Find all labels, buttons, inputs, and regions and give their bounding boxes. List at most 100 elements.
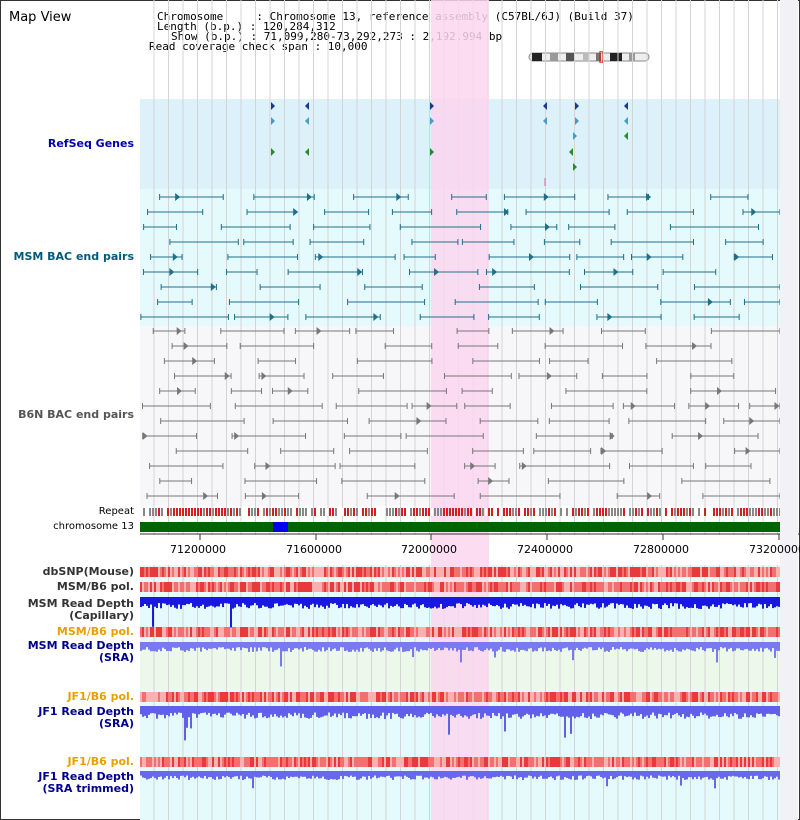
depth-bar [712,597,714,605]
depth-bar [386,706,388,716]
pol-stripe [764,627,766,637]
pol-stripe [530,567,532,577]
repeat-mark [404,508,406,516]
bac-arrow [183,342,189,350]
pol-stripe [348,627,350,637]
pol-stripe [434,567,436,577]
pol-stripe [252,757,254,767]
pol-stripe [286,582,288,592]
depth-bar [354,642,356,652]
pol-stripe [448,627,450,637]
repeat-mark [419,508,421,516]
pol-stripe [506,692,508,702]
pol-stripe [286,627,288,637]
depth-bar [220,642,222,648]
depth-bar [228,642,230,649]
pol-stripe [282,567,284,577]
depth-bar [394,771,396,777]
depth-bar [502,771,504,777]
pol-stripe [288,757,290,767]
depth-bar [622,771,624,780]
depth-bar [672,597,674,607]
depth-bar [364,642,366,649]
bac-arrow [749,417,755,425]
pol-stripe [360,627,362,637]
pol-stripe [452,757,454,767]
depth-bar [290,597,292,606]
depth-bar [734,642,736,651]
pol-stripe [370,692,372,702]
depth-bar [588,642,590,648]
depth-bar [362,771,364,777]
depth-bar [754,706,756,718]
pol-stripe [200,692,202,702]
pol-stripe [690,757,692,767]
depth-bar [422,597,424,605]
depth-bar [608,771,610,780]
pol-stripe [544,757,546,767]
pol-stripe [410,627,412,637]
depth-bar [320,642,322,652]
pol-stripe [446,627,448,637]
depth-bar [270,706,272,715]
depth-bar [392,771,394,780]
depth-bar [772,642,774,649]
pol-stripe [318,692,320,702]
pol-stripe [164,757,166,767]
depth-bar [520,771,522,778]
depth-bar [440,771,442,779]
pol-stripe [682,627,684,637]
dbsnp-label: dbSNP(Mouse) [42,565,134,578]
pol-stripe [452,582,454,592]
depth-bar [616,706,618,719]
pol-stripe [600,567,602,577]
pol-stripe [406,627,408,637]
depth-bar [182,597,184,606]
repeat-mark [602,508,604,516]
pol-stripe [392,692,394,702]
pol-stripe [732,757,734,767]
pol-stripe [170,757,172,767]
pol-stripe [160,627,162,637]
pol-stripe [714,627,716,637]
pol-stripe [698,692,700,702]
depth-bar [338,597,340,609]
pol-stripe [464,567,466,577]
repeat-mark [323,508,325,516]
depth-bar [430,642,432,649]
depth-bar [750,597,752,604]
depth-bar [174,771,176,777]
depth-bar [152,706,154,714]
depth-bar [216,706,218,716]
depth-bar [178,597,180,605]
pol-stripe [714,582,716,592]
depth-bar [398,642,400,652]
pol-stripe [494,627,496,637]
depth-bar [362,706,364,715]
pol-stripe [724,567,726,577]
depth-bar [152,642,154,652]
pol-stripe [552,582,554,592]
depth-bar [186,642,188,651]
depth-bar [546,642,548,652]
pol-stripe [726,692,728,702]
repeat-mark [338,508,340,516]
depth-bar [210,642,212,649]
pol-stripe [524,757,526,767]
depth-bar [774,771,776,779]
repeat-mark [299,508,301,516]
depth-bar [458,706,460,714]
pol-stripe [228,582,230,592]
depth-bar [698,706,700,717]
pol-stripe [432,757,434,767]
pol-stripe [526,582,528,592]
pol-stripe [768,692,770,702]
pol-stripe [280,692,282,702]
depth-bar [592,706,594,714]
gene-arrow [569,148,573,156]
depth-bar [416,771,418,776]
depth-bar [246,706,248,715]
bac-arrow [613,268,619,276]
depth-bar [392,597,394,607]
